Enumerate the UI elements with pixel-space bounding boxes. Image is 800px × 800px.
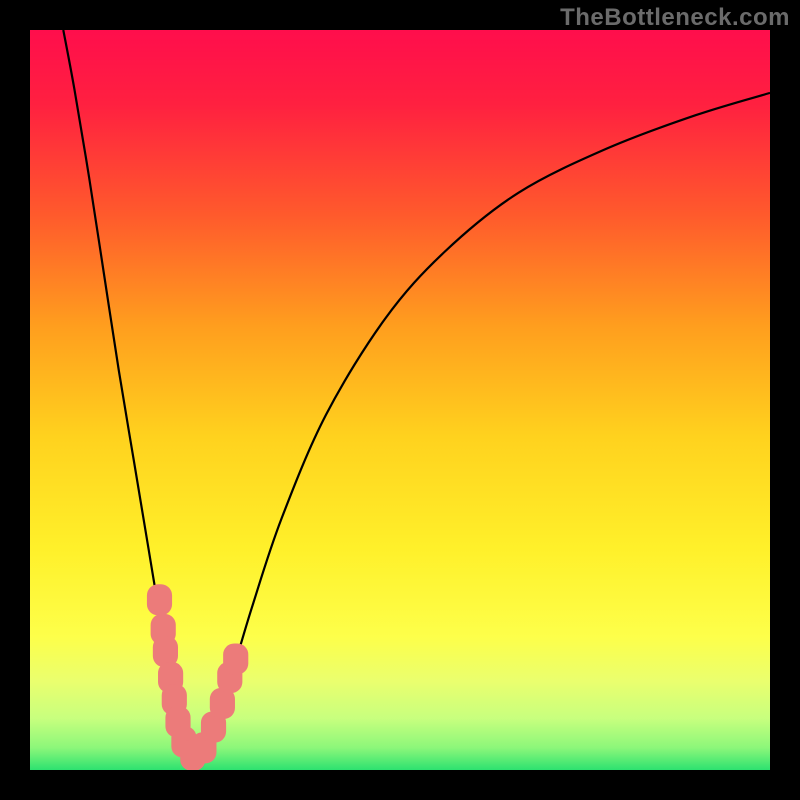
marker-point [147, 584, 172, 615]
chart-frame: TheBottleneck.com [0, 0, 800, 800]
chart-plot [30, 30, 770, 770]
chart-background [30, 30, 770, 770]
marker-point [223, 643, 248, 674]
watermark-text: TheBottleneck.com [560, 4, 790, 32]
